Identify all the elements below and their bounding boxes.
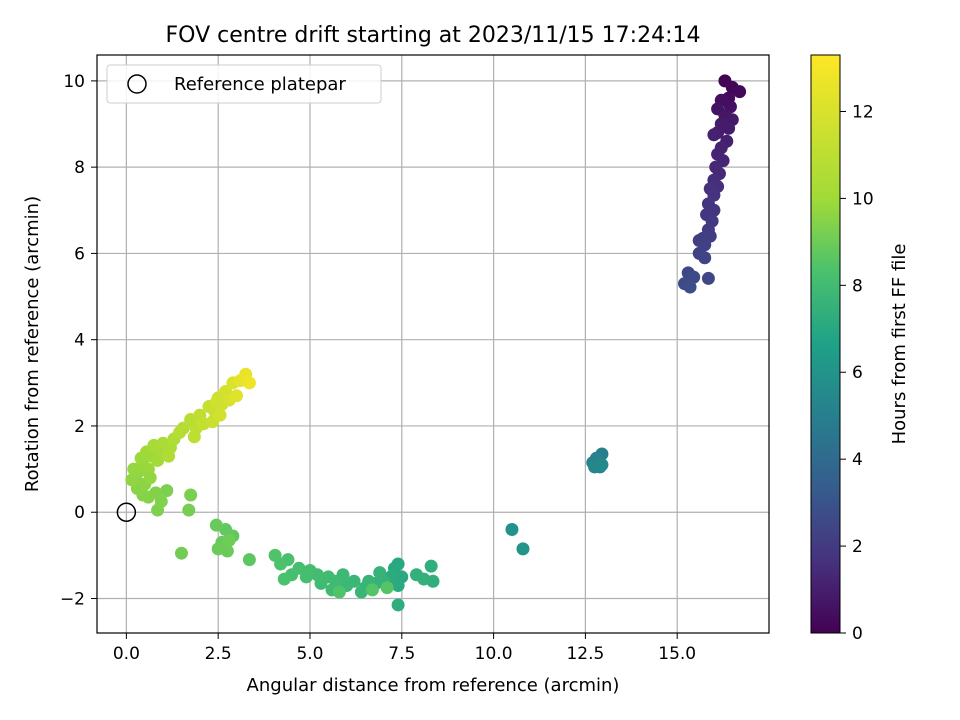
colorbar-tick-label: 0 <box>852 624 863 644</box>
data-point <box>595 458 609 472</box>
data-point <box>516 542 530 556</box>
data-point <box>209 518 223 532</box>
reference-platepar-marker <box>116 502 137 522</box>
data-point <box>683 280 697 294</box>
data-point <box>151 453 165 467</box>
legend: Reference platepar <box>106 64 382 104</box>
x-axis-ticks: 0.0 2.5 5.0 7.5 10.0 12.5 15.0 <box>113 633 696 664</box>
data-point <box>187 430 201 444</box>
x-tick-label: 7.5 <box>388 644 415 664</box>
data-point <box>209 395 223 409</box>
data-point <box>380 581 394 595</box>
data-point <box>268 548 282 562</box>
colorbar-gradient <box>810 54 841 634</box>
data-point <box>143 471 157 485</box>
data-point <box>160 484 174 498</box>
y-tick-label: 10 <box>63 72 85 92</box>
x-tick-label: 0.0 <box>113 644 140 664</box>
x-tick-label: 15.0 <box>658 644 696 664</box>
data-point <box>176 421 190 435</box>
data-point <box>242 376 256 390</box>
data-point <box>277 572 291 586</box>
colorbar-tick-label: 10 <box>852 189 874 209</box>
grid-lines <box>97 55 769 633</box>
data-point <box>733 85 747 99</box>
data-point <box>391 579 405 593</box>
colorbar-tick-label: 2 <box>852 537 863 557</box>
y-axis-ticks: −2 0 2 4 6 8 10 <box>60 72 97 609</box>
data-point <box>505 522 519 536</box>
data-point <box>242 553 256 567</box>
colorbar: 0 2 4 6 8 10 12 Hours from first FF file <box>810 54 910 644</box>
x-tick-label: 2.5 <box>205 644 232 664</box>
data-point <box>222 533 236 547</box>
data-point <box>391 598 405 612</box>
y-tick-label: −2 <box>60 589 85 609</box>
y-tick-label: 4 <box>74 331 85 351</box>
legend-entry-reference-platepar: Reference platepar <box>174 74 346 95</box>
data-point <box>722 121 736 135</box>
data-point <box>299 570 313 584</box>
plot-frame <box>96 54 770 634</box>
data-point <box>184 488 198 502</box>
scatter-points <box>125 74 747 612</box>
y-tick-label: 6 <box>74 244 85 264</box>
x-tick-label: 5.0 <box>296 644 323 664</box>
data-point <box>354 585 368 599</box>
data-point <box>174 546 188 560</box>
data-point <box>162 449 176 463</box>
colorbar-tick-label: 6 <box>852 363 863 383</box>
colorbar-ticks: 0 2 4 6 8 10 12 <box>840 102 874 644</box>
x-tick-label: 12.5 <box>566 644 604 664</box>
data-point <box>182 503 196 517</box>
legend-open-circle-icon <box>127 74 147 94</box>
data-point <box>701 271 715 285</box>
data-point <box>332 585 346 599</box>
legend-box <box>106 64 382 104</box>
y-tick-label: 2 <box>74 417 85 437</box>
data-point <box>707 128 721 142</box>
y-axis-label: Rotation from reference (arcmin) <box>22 196 43 492</box>
x-axis-label: Angular distance from reference (arcmin) <box>247 675 620 696</box>
data-point <box>373 566 387 580</box>
colorbar-tick-label: 4 <box>852 450 863 470</box>
data-point <box>365 583 379 597</box>
chart-title: FOV centre drift starting at 2023/11/15 … <box>166 23 701 48</box>
y-tick-label: 8 <box>74 158 85 178</box>
colorbar-tick-label: 12 <box>852 102 874 122</box>
colorbar-label: Hours from first FF file <box>889 244 910 445</box>
data-point <box>220 544 234 558</box>
data-point <box>424 559 438 573</box>
colorbar-tick-label: 8 <box>852 276 863 296</box>
data-point <box>687 270 701 284</box>
data-point <box>409 568 423 582</box>
data-point <box>698 251 712 265</box>
data-point <box>125 473 139 487</box>
y-tick-label: 0 <box>74 503 85 523</box>
data-point <box>213 408 227 422</box>
data-point <box>230 389 244 403</box>
x-tick-label: 10.0 <box>475 644 513 664</box>
